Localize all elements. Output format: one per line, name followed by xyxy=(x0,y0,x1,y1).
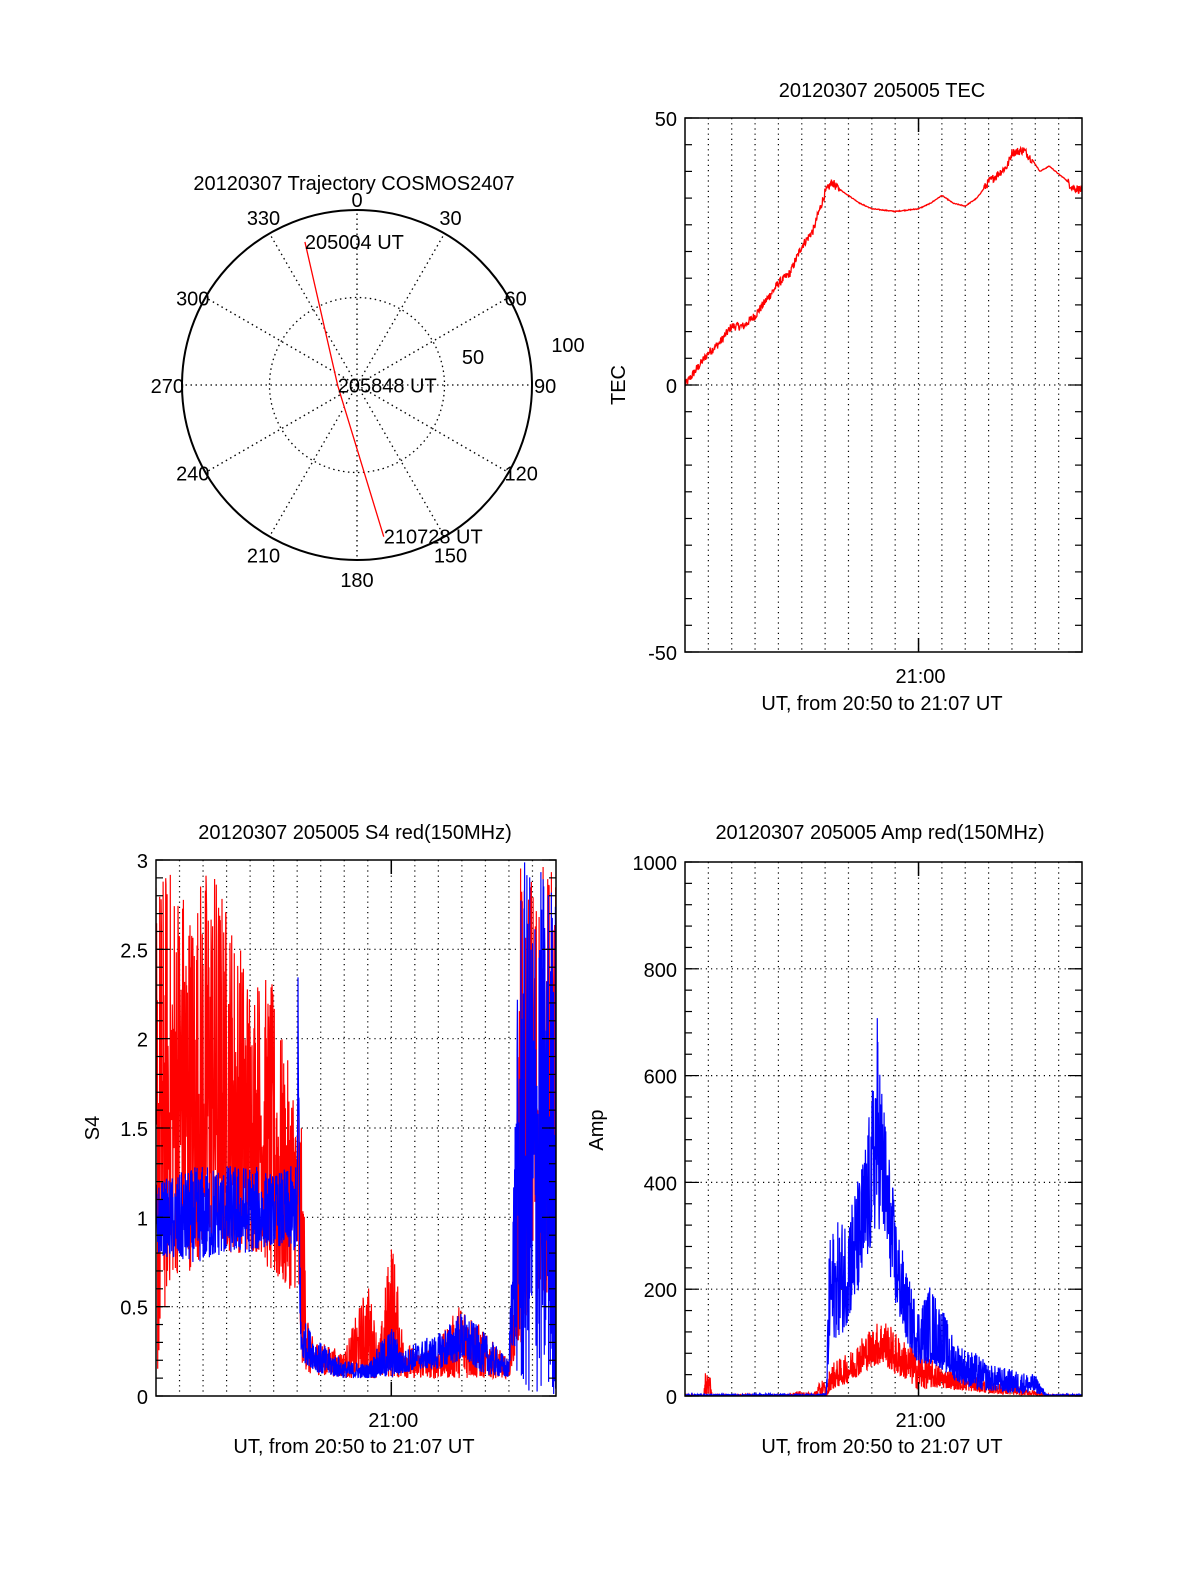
polar-azimuth-label: 210 xyxy=(247,546,280,568)
tec-plot: 20120307 205005 TEC -50 0 50 21:00 UT, from… xyxy=(608,80,1083,715)
polar-trajectory-plot: 20120307 Trajectory COSMOS2407 0 30 60 90 12… xyxy=(151,173,585,592)
y-tick-label: 200 xyxy=(644,1280,677,1302)
y-tick-label: 2 xyxy=(137,1030,148,1052)
polar-radial-label: 50 xyxy=(462,347,484,369)
s4-xlabel: UT, from 20:50 to 21:07 UT xyxy=(233,1436,474,1458)
polar-azimuth-label: 0 xyxy=(351,190,362,212)
polar-ring xyxy=(268,296,446,474)
y-tick-label: 1 xyxy=(137,1208,148,1230)
polar-azimuth-label: 240 xyxy=(176,464,209,486)
polar-radial-labels: 50 100 xyxy=(462,335,585,369)
polar-outer-circle xyxy=(181,209,533,561)
x-tick-label: 21:00 xyxy=(368,1410,418,1432)
tec-xlabel: UT, from 20:50 to 21:07 UT xyxy=(761,693,1002,715)
tec-grid xyxy=(685,118,1082,652)
y-tick-label: 0 xyxy=(137,1387,148,1409)
polar-radial-label: 100 xyxy=(551,335,584,357)
polar-trajectory: 205004 UT 205848 UT 210728 UT xyxy=(304,232,483,549)
s4-ylabel: S4 xyxy=(82,1116,104,1140)
amp-grid xyxy=(685,862,1082,1396)
tec-ylabel: TEC xyxy=(608,365,630,405)
polar-grid xyxy=(182,210,532,560)
polar-spoke xyxy=(205,384,358,474)
tec-title: 20120307 205005 TEC xyxy=(779,80,985,102)
polar-spoke xyxy=(268,384,358,537)
polar-azimuth-label: 120 xyxy=(505,464,538,486)
polar-azimuth-labels: 0 30 60 90 120 150 180 210 240 270 300 330 xyxy=(151,190,557,592)
y-tick-label: 800 xyxy=(644,960,677,982)
s4-plot: 20120307 205005 S4 red(150MHz) 0 0.5 1 1.5 2… xyxy=(82,822,557,1458)
y-tick-label: 0 xyxy=(666,1387,677,1409)
polar-azimuth-label: 180 xyxy=(340,570,373,592)
trajectory-time-label: 205004 UT xyxy=(305,232,404,254)
amp-plot: 20120307 205005 Amp red(150MHz) 0 200 400 6… xyxy=(586,822,1083,1458)
x-tick-label: 21:00 xyxy=(895,666,945,688)
polar-spoke xyxy=(356,233,446,386)
amp-ylabel: Amp xyxy=(586,1109,608,1150)
s4-ticks: 0 0.5 1 1.5 2 2.5 3 21:00 xyxy=(120,851,556,1432)
series-line-TEC xyxy=(685,145,1082,387)
trajectory-time-label: 210728 UT xyxy=(384,527,483,549)
polar-spoke xyxy=(356,384,446,537)
polar-azimuth-label: 150 xyxy=(434,546,467,568)
polar-title: 20120307 Trajectory COSMOS2407 xyxy=(193,173,514,195)
x-tick-label: 21:00 xyxy=(895,1410,945,1432)
polar-spoke xyxy=(205,296,358,386)
polar-azimuth-label: 30 xyxy=(439,208,461,230)
polar-spoke xyxy=(268,233,358,386)
s4-title: 20120307 205005 S4 red(150MHz) xyxy=(198,822,512,844)
polar-spoke xyxy=(356,384,509,474)
amp-xlabel: UT, from 20:50 to 21:07 UT xyxy=(761,1436,1002,1458)
y-tick-label: 600 xyxy=(644,1067,677,1089)
polar-azimuth-label: 300 xyxy=(176,289,209,311)
y-tick-label: 1.5 xyxy=(120,1119,148,1141)
polar-azimuth-label: 330 xyxy=(247,208,280,230)
polar-spoke xyxy=(356,296,509,386)
y-tick-label: 1000 xyxy=(633,853,678,875)
trajectory-time-label: 205848 UT xyxy=(338,376,437,398)
y-tick-label: 50 xyxy=(655,109,677,131)
y-tick-label: 2.5 xyxy=(120,940,148,962)
series-line-blue xyxy=(156,862,556,1395)
polar-azimuth-label: 60 xyxy=(505,289,527,311)
tec-series xyxy=(685,145,1082,387)
trajectory-line xyxy=(304,241,385,537)
polar-azimuth-label: 270 xyxy=(151,376,184,398)
s4-series xyxy=(156,862,556,1395)
tec-ticks: -50 0 50 21:00 xyxy=(648,109,1082,688)
amp-title: 20120307 205005 Amp red(150MHz) xyxy=(715,822,1044,844)
y-tick-label: 400 xyxy=(644,1173,677,1195)
amp-series xyxy=(685,1018,1082,1396)
y-tick-label: -50 xyxy=(648,643,677,665)
amp-ticks: 0 200 400 600 800 1000 21:00 xyxy=(633,853,1082,1432)
y-tick-label: 0.5 xyxy=(120,1298,148,1320)
y-tick-label: 3 xyxy=(137,851,148,873)
y-tick-label: 0 xyxy=(666,376,677,398)
series-line-red xyxy=(156,866,556,1381)
amp-frame xyxy=(684,861,1083,1397)
polar-azimuth-label: 90 xyxy=(534,376,556,398)
